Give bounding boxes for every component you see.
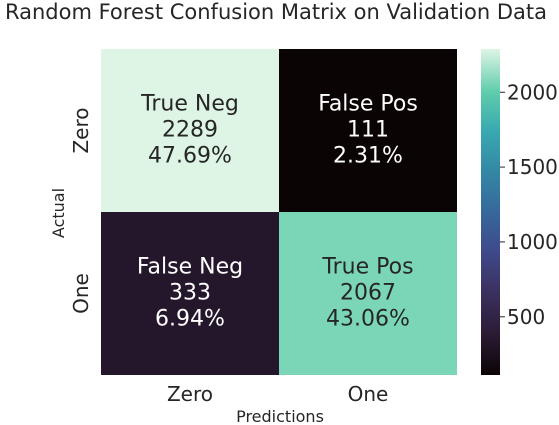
colorbar-tick-label: 500: [507, 305, 545, 329]
cell-count-label: 111: [347, 118, 389, 143]
cell-count-label: 2289: [162, 118, 218, 143]
colorbar-tick-label: 1000: [507, 230, 558, 254]
colorbar: [481, 49, 500, 375]
heatmap-cell: [279, 212, 457, 375]
y-axis-ticks: Zero One: [69, 107, 93, 313]
colorbar-tick-label: 2000: [507, 80, 558, 104]
cell-percent-label: 6.94%: [155, 307, 225, 332]
cell-name-label: False Pos: [318, 92, 418, 117]
x-tick-label: One: [348, 382, 389, 406]
y-axis-label: Actual: [49, 188, 68, 238]
y-tick-label: Zero: [69, 107, 93, 153]
chart-title: Random Forest Confusion Matrix on Valida…: [5, 0, 547, 24]
cell-name-label: True Neg: [140, 92, 239, 117]
x-tick-label: Zero: [167, 382, 213, 406]
colorbar-tick-label: 1500: [507, 155, 558, 179]
heatmap-cell: [101, 212, 279, 375]
colorbar-ticks: 500 1000 1500 2000: [500, 80, 558, 329]
cell-count-label: 2067: [340, 281, 396, 306]
heatmap-cell: [101, 49, 279, 212]
cell-count-label: 333: [169, 281, 211, 306]
cell-percent-label: 47.69%: [148, 144, 232, 169]
heatmap-cell: [279, 49, 457, 212]
cell-name-label: False Neg: [137, 255, 243, 280]
x-axis-label: Predictions: [236, 407, 324, 425]
cell-percent-label: 2.31%: [333, 144, 403, 169]
y-tick-label: One: [69, 273, 93, 314]
cell-percent-label: 43.06%: [326, 307, 410, 332]
cell-name-label: True Pos: [321, 255, 413, 280]
x-axis-ticks: Zero One: [167, 382, 388, 406]
